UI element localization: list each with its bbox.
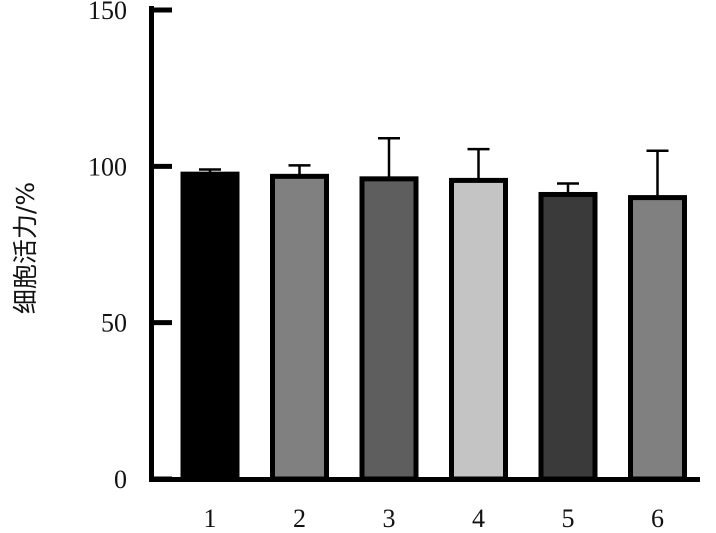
bar — [359, 176, 419, 482]
x-tick-label: 5 — [562, 504, 575, 533]
y-tick-label: 150 — [88, 0, 127, 25]
bar — [628, 195, 687, 482]
y-tick-label: 0 — [114, 465, 127, 494]
x-tick-label: 4 — [472, 504, 485, 533]
x-tick-label: 6 — [651, 504, 664, 533]
y-axis-label: 细胞活力/% — [11, 182, 40, 314]
bar — [449, 177, 508, 482]
bar — [180, 171, 240, 482]
x-tick-label: 2 — [293, 504, 306, 533]
y-tick-label: 50 — [101, 309, 127, 338]
bar — [270, 173, 329, 482]
y-tick-label: 100 — [88, 152, 127, 181]
bar — [538, 191, 598, 482]
x-tick-label: 1 — [204, 504, 217, 533]
x-tick-label: 3 — [383, 504, 396, 533]
